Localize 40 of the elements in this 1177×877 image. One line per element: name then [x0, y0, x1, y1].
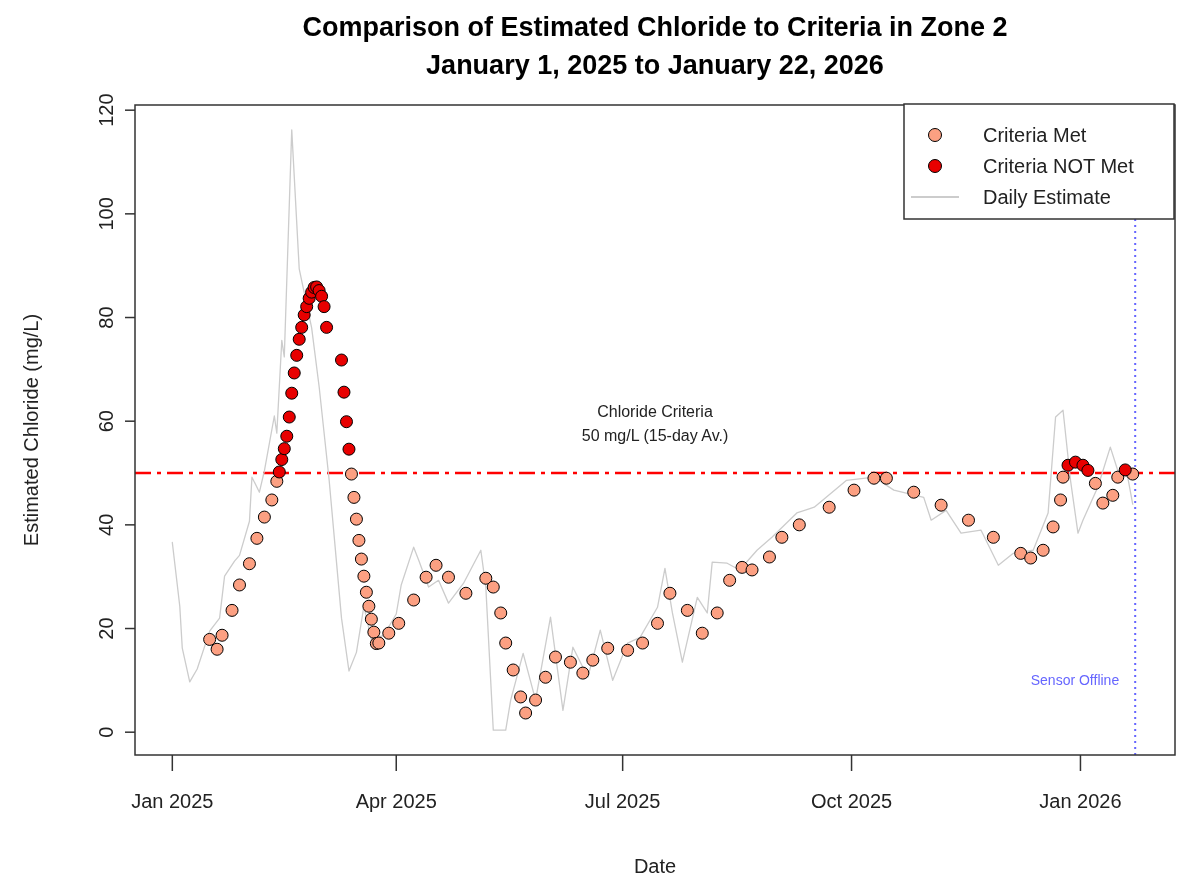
- point: [1118, 463, 1132, 477]
- point: [282, 410, 296, 424]
- x-tick-label: Apr 2025: [355, 790, 437, 812]
- chart-title: Comparison of Estimated Chloride to Criteria in Zone 2: [302, 12, 1008, 42]
- point: [335, 353, 349, 367]
- chart-subtitle: January 1, 2025 to January 22, 2026: [426, 50, 884, 80]
- y-axis-title: Estimated Chloride (mg/L): [20, 313, 42, 547]
- y-tick-label: 0: [95, 726, 117, 738]
- legend-label: Criteria Met: [983, 124, 1087, 146]
- point: [339, 415, 353, 429]
- x-axis-title: Date: [633, 855, 677, 877]
- point: [290, 348, 304, 362]
- legend-label: Daily Estimate: [983, 186, 1111, 208]
- x-tick-label: Jan 2026: [1039, 790, 1122, 812]
- y-tick-label: 80: [95, 306, 117, 329]
- point: [1081, 463, 1095, 477]
- y-tick-label: 40: [95, 513, 117, 536]
- x-tick-label: Jan 2025: [131, 790, 214, 812]
- point: [285, 386, 299, 400]
- point: [275, 453, 289, 467]
- point: [295, 320, 309, 334]
- point: [337, 385, 351, 399]
- y-tick-label: 120: [95, 93, 117, 127]
- legend-label: Criteria NOT Met: [983, 155, 1135, 177]
- y-tick-label: 100: [95, 197, 117, 231]
- ref-line-label: Chloride Criteria 50 mg/L (15-day Av.): [581, 403, 729, 445]
- y-tick-label: 20: [95, 617, 117, 640]
- y-tick-label: 60: [95, 410, 117, 433]
- point: [342, 442, 356, 456]
- point: [292, 332, 306, 346]
- point: [315, 289, 329, 303]
- point: [317, 300, 331, 314]
- point: [272, 465, 286, 479]
- point: [287, 366, 301, 380]
- point: [277, 442, 291, 456]
- point: [280, 429, 294, 443]
- ref-line-label: Sensor Offline: [1030, 672, 1120, 688]
- x-tick-label: Jul 2025: [584, 790, 661, 812]
- x-tick-label: Oct 2025: [810, 790, 893, 812]
- point: [320, 320, 334, 334]
